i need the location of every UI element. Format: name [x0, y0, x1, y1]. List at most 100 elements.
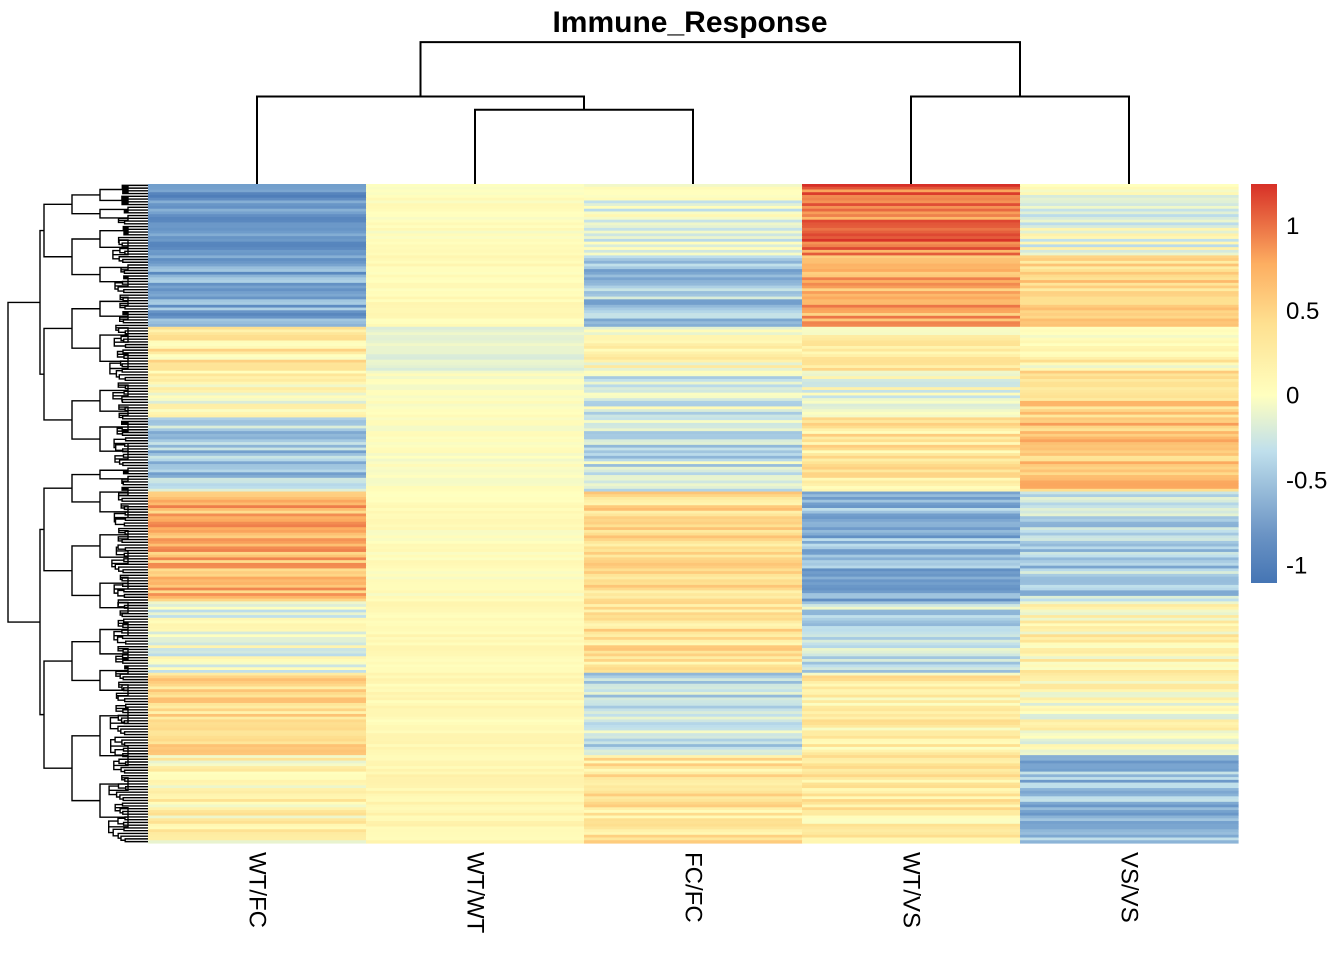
heatmap-cell: [802, 483, 1021, 487]
color-legend-tick-label: 0.5: [1286, 298, 1319, 325]
heatmap-cell: [366, 521, 585, 526]
heatmap-cell: [366, 400, 585, 405]
heatmap-cell: [802, 733, 1021, 737]
heatmap-cell: [366, 818, 585, 822]
heatmap-cell: [148, 532, 367, 537]
heatmap-cell: [584, 411, 803, 416]
heatmap-cell: [1020, 329, 1239, 333]
heatmap-cell: [584, 598, 803, 602]
heatmap-cell: [148, 335, 367, 339]
heatmap-cell: [148, 442, 367, 446]
heatmap-cell: [802, 513, 1021, 517]
heatmap-cell: [366, 214, 585, 218]
heatmap-cell: [1020, 381, 1239, 386]
heatmap-cell: [584, 540, 803, 545]
heatmap-cell: [148, 546, 367, 550]
heatmap-cell: [148, 645, 367, 649]
heatmap-cell: [366, 280, 585, 284]
heatmap-cell: [1020, 724, 1239, 729]
heatmap-cell: [1020, 241, 1239, 246]
heatmap-cell: [366, 494, 585, 498]
heatmap-cell: [366, 370, 585, 375]
heatmap-cell: [1020, 288, 1239, 292]
heatmap-cell: [148, 469, 367, 473]
heatmap-cell: [802, 194, 1021, 199]
heatmap-cell: [584, 197, 803, 202]
heatmap-cell: [366, 573, 585, 578]
heatmap-cell: [148, 398, 367, 402]
heatmap-cell: [366, 186, 585, 191]
heatmap-cell: [584, 249, 803, 254]
heatmap-cell: [366, 700, 585, 704]
heatmap-cell: [366, 543, 585, 548]
heatmap-cell: [366, 590, 585, 594]
heatmap-cells: [148, 184, 1239, 844]
heatmap-cell: [366, 200, 585, 204]
heatmap-cell: [584, 661, 803, 666]
heatmap-cell: [802, 431, 1021, 435]
heatmap-cell: [148, 697, 367, 701]
heatmap-cell: [584, 387, 803, 391]
heatmap-cell: [148, 686, 367, 690]
heatmap-cell: [1020, 211, 1239, 215]
heatmap-cell: [802, 670, 1021, 674]
heatmap-cell: [584, 392, 803, 397]
heatmap-cell: [366, 634, 585, 638]
heatmap-cell: [1020, 540, 1239, 545]
heatmap-cell: [148, 788, 367, 792]
heatmap-cell: [802, 812, 1021, 817]
heatmap-cell: [366, 505, 585, 509]
heatmap-cell: [148, 389, 367, 394]
heatmap-cell: [584, 752, 803, 756]
heatmap-cell: [148, 409, 367, 413]
heatmap-cell: [584, 527, 803, 531]
heatmap-cell: [1020, 480, 1239, 484]
heatmap-cell: [584, 208, 803, 213]
heatmap-cell: [584, 469, 803, 473]
heatmap-cell: [366, 359, 585, 364]
heatmap-cell: [1020, 672, 1239, 677]
heatmap-cell: [1020, 779, 1239, 784]
heatmap-cell: [148, 752, 367, 756]
heatmap-cell: [802, 656, 1021, 660]
heatmap-cell: [1020, 711, 1239, 715]
heatmap-cell: [366, 672, 585, 677]
heatmap-cell: [148, 384, 367, 388]
heatmap-cell: [1020, 733, 1239, 737]
heatmap-cell: [1020, 807, 1239, 811]
heatmap-cell: [366, 466, 585, 471]
heatmap-cell: [366, 236, 585, 240]
heatmap-cell: [584, 233, 803, 237]
heatmap-cell: [584, 642, 803, 646]
heatmap-cell: [366, 749, 585, 753]
heatmap-cell: [802, 529, 1021, 534]
heatmap-cell: [802, 637, 1021, 641]
heatmap-cell: [802, 285, 1021, 289]
heatmap-cell: [148, 222, 367, 226]
heatmap-cell: [802, 453, 1021, 457]
column-labels: WT/FC WT/WT FC/FC WT/VS VS/VS: [244, 852, 1143, 934]
heatmap-cell: [148, 189, 367, 193]
heatmap-cell: [802, 664, 1021, 668]
heatmap-cell: [1020, 694, 1239, 699]
heatmap-cell: [584, 557, 803, 561]
heatmap-cell: [148, 277, 367, 281]
heatmap-cell: [584, 518, 803, 523]
heatmap-cell: [148, 705, 367, 710]
heatmap-cell: [584, 192, 803, 196]
heatmap-cell: [584, 529, 803, 534]
color-legend-tick-label: 1: [1286, 213, 1299, 240]
heatmap-cell: [584, 612, 803, 616]
heatmap-cell: [148, 810, 367, 814]
heatmap-cell: [584, 403, 803, 408]
heatmap-cell: [802, 422, 1021, 427]
heatmap-cell: [584, 241, 803, 246]
heatmap-cell: [366, 414, 585, 418]
heatmap-cell: [802, 793, 1021, 797]
heatmap-cell: [1020, 455, 1239, 460]
heatmap-cell: [802, 219, 1021, 224]
heatmap-cell: [366, 302, 585, 306]
heatmap-cell: [802, 299, 1021, 303]
heatmap-cell: [802, 310, 1021, 314]
heatmap-cell: [1020, 549, 1239, 553]
